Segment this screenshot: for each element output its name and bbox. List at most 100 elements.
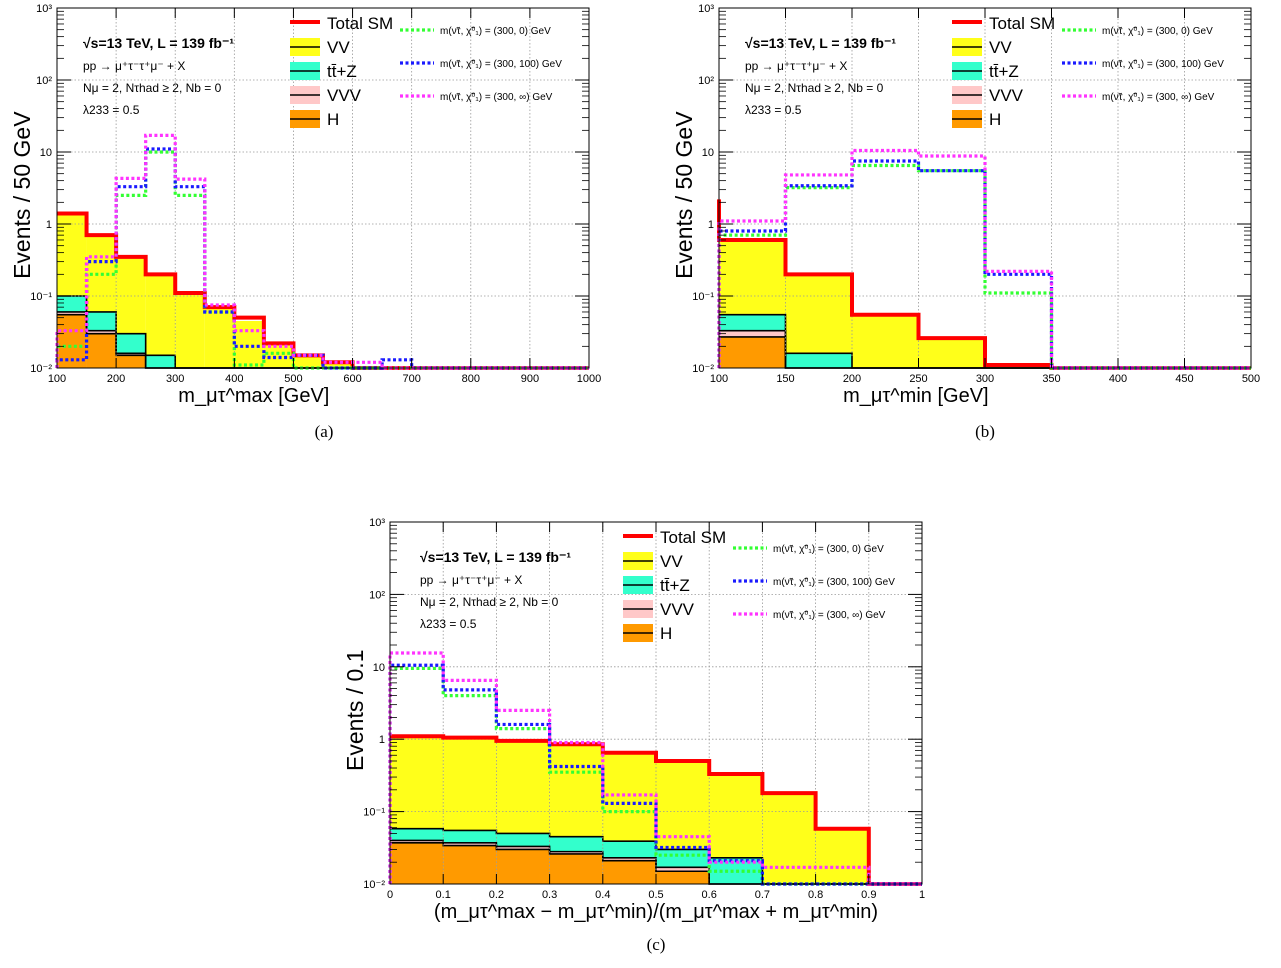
x-tick-label: 600 — [343, 373, 361, 385]
info-selection: Nμ = 2, Nτhad ≥ 2, Nb = 0 — [83, 81, 222, 95]
chart-c: 0 0.1 0.2 0.3 0.4 0.5 0.6 0.7 0.8 0.9 1 10⁻² 10⁻¹ 1 10… — [342, 517, 925, 923]
bar-vv — [815, 828, 869, 884]
y-axis-title: Events / 0.1 — [342, 650, 368, 771]
legend-label-vv: VV — [989, 38, 1012, 57]
legend-label-ttz: tt̄+Z — [989, 62, 1019, 81]
bar-vv — [852, 314, 919, 368]
x-axis-title: (m_μτ^max − m_μτ^min)/(m_μτ^max + m_μτ^m… — [434, 901, 878, 923]
x-tick-label: 800 — [462, 373, 480, 385]
legend-label-sig1: m(ν̃τ, χ̃⁰₁) = (300, 0) GeV — [1102, 26, 1213, 37]
x-tick-label: 1 — [919, 889, 925, 901]
bar-h — [390, 842, 444, 884]
caption-c: (c) — [647, 935, 666, 954]
x-tick-label: 250 — [909, 373, 927, 385]
legend-label-vvv: VVV — [327, 86, 362, 105]
legend-label-total_sm: Total SM — [989, 14, 1055, 33]
x-tick-label: 100 — [48, 373, 66, 385]
y-tick-label: 10⁻¹ — [30, 291, 52, 303]
x-tick-label: 0.7 — [755, 889, 770, 901]
y-axis-title: Events / 50 GeV — [9, 111, 35, 279]
legend-label-vvv: VVV — [989, 86, 1024, 105]
y-tick-label: 1 — [46, 219, 52, 231]
bar-ttz — [145, 355, 176, 368]
series-total-sm — [390, 734, 922, 886]
bar-h — [656, 871, 710, 884]
bar-vv — [234, 320, 264, 368]
bar-h — [719, 336, 786, 368]
legend-label-total_sm: Total SM — [327, 14, 393, 33]
x-tick-label: 0.1 — [436, 889, 451, 901]
bar-vv — [204, 307, 235, 368]
y-tick-label: 10² — [36, 75, 52, 87]
info-coupling: λ233 = 0.5 — [745, 103, 802, 117]
bar-vv — [323, 362, 353, 368]
bar-h — [602, 860, 656, 884]
x-tick-label: 700 — [402, 373, 420, 385]
legend-label-vv: VV — [660, 552, 683, 571]
legend-label-h: H — [660, 624, 672, 643]
x-tick-label: 300 — [976, 373, 994, 385]
bar-vv — [918, 338, 985, 368]
legend-label-sig2: m(ν̃τ, χ̃⁰₁) = (300, 100) GeV — [773, 577, 895, 588]
y-tick-label: 10⁻¹ — [692, 291, 714, 303]
y-tick-label: 1 — [708, 219, 714, 231]
legend-label-sig1: m(ν̃τ, χ̃⁰₁) = (300, 0) GeV — [440, 26, 551, 37]
bar-h — [549, 853, 603, 884]
legend-label-sig3: m(ν̃τ, χ̃⁰₁) = (300, ∞) GeV — [773, 610, 886, 621]
bar-h — [443, 845, 497, 884]
legend-label-vvv: VVV — [660, 600, 695, 619]
y-tick-label: 10² — [698, 75, 714, 87]
bar-vv — [293, 355, 323, 368]
x-tick-label: 300 — [166, 373, 184, 385]
legend-label-sig3: m(ν̃τ, χ̃⁰₁) = (300, ∞) GeV — [1102, 92, 1215, 103]
bar-h — [116, 355, 146, 368]
legend-label-vv: VV — [327, 38, 350, 57]
x-tick-label: 1000 — [577, 373, 601, 385]
x-tick-label: 0.2 — [489, 889, 504, 901]
info-energy-lumi: √s=13 TeV, L = 139 fb⁻¹ — [745, 35, 896, 51]
bar-vv — [175, 293, 205, 368]
info-energy-lumi: √s=13 TeV, L = 139 fb⁻¹ — [83, 35, 234, 51]
info-selection: Nμ = 2, Nτhad ≥ 2, Nb = 0 — [745, 81, 884, 95]
caption-b: (b) — [975, 422, 995, 441]
info-coupling: λ233 = 0.5 — [420, 617, 477, 631]
y-tick-label: 10⁻² — [692, 363, 714, 375]
y-tick-label: 10⁻² — [30, 363, 52, 375]
legend-label-sig1: m(ν̃τ, χ̃⁰₁) = (300, 0) GeV — [773, 544, 884, 555]
x-tick-label: 0.4 — [595, 889, 610, 901]
x-tick-label: 500 — [1242, 373, 1260, 385]
x-tick-label: 200 — [107, 373, 125, 385]
series-sig3 — [388, 651, 922, 886]
info-process: pp → μ⁺τ⁻τ⁺μ⁻ + X — [83, 59, 185, 73]
x-tick-label: 400 — [225, 373, 243, 385]
legend-label-ttz: tt̄+Z — [327, 62, 357, 81]
legend-label-h: H — [989, 110, 1001, 129]
legend-label-sig3: m(ν̃τ, χ̃⁰₁) = (300, ∞) GeV — [440, 92, 553, 103]
bar-vv — [145, 274, 176, 368]
y-tick-label: 1 — [379, 734, 385, 746]
bar-h — [86, 333, 117, 368]
x-tick-label: 350 — [1042, 373, 1060, 385]
y-tick-label: 10⁻¹ — [363, 807, 385, 819]
x-tick-label: 0.5 — [648, 889, 663, 901]
y-tick-label: 10³ — [369, 517, 385, 529]
x-tick-label: 0 — [387, 889, 393, 901]
bar-h — [496, 849, 550, 884]
y-tick-label: 10 — [373, 662, 385, 674]
legend-label-total_sm: Total SM — [660, 528, 726, 547]
x-tick-label: 200 — [843, 373, 861, 385]
legend-label-h: H — [327, 110, 339, 129]
legend: Total SM VV tt̄+Z VVV Hm(ν̃τ, χ̃⁰₁) = (300, … — [952, 14, 1224, 129]
x-tick-label: 100 — [710, 373, 728, 385]
bar-ttz — [785, 353, 852, 368]
x-tick-label: 400 — [1109, 373, 1127, 385]
legend: Total SM VV tt̄+Z VVV Hm(ν̃τ, χ̃⁰₁) = (300, … — [623, 528, 895, 643]
x-axis-title: m_μτ^max [GeV] — [178, 385, 329, 407]
x-axis-title: m_μτ^min [GeV] — [843, 385, 989, 407]
x-tick-label: 900 — [521, 373, 539, 385]
y-tick-label: 10³ — [698, 3, 714, 15]
x-tick-label: 0.8 — [808, 889, 823, 901]
y-tick-label: 10 — [40, 147, 52, 159]
legend: Total SM VV tt̄+Z VVV Hm(ν̃τ, χ̃⁰₁) = (300, … — [290, 14, 562, 129]
